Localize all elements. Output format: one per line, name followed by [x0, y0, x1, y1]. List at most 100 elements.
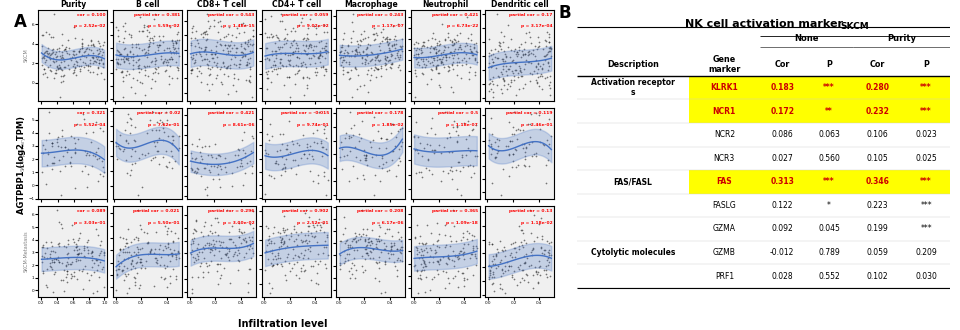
Point: [43, 57, 59, 62]
Point: [121, 71, 136, 76]
Point: [516, 268, 531, 273]
Point: [319, 266, 334, 271]
Point: [130, 53, 145, 58]
Point: [116, 256, 132, 262]
Point: [508, 239, 523, 244]
Point: [384, 157, 399, 163]
Point: [506, 276, 521, 281]
Point: [71, 268, 86, 273]
Point: [516, 46, 532, 51]
Point: [348, 234, 364, 239]
Point: [68, 58, 84, 64]
Point: [317, 66, 332, 72]
Point: [527, 44, 542, 49]
Point: [120, 256, 135, 261]
Point: [231, 235, 247, 240]
Point: [162, 246, 178, 251]
Point: [340, 43, 355, 48]
Point: [357, 57, 372, 62]
Point: [68, 245, 84, 250]
Point: [192, 149, 207, 155]
Point: [299, 64, 314, 69]
Point: [119, 56, 134, 61]
Point: [430, 258, 445, 264]
Point: [338, 60, 353, 65]
Point: [450, 59, 466, 64]
Point: [143, 246, 158, 251]
Point: [436, 269, 451, 274]
Point: [298, 48, 313, 53]
Point: [367, 64, 382, 69]
Point: [540, 60, 556, 65]
Point: [529, 271, 544, 276]
Point: [124, 116, 139, 122]
Point: [276, 238, 292, 244]
Point: [437, 52, 452, 58]
Point: [349, 248, 365, 253]
Point: [34, 253, 49, 259]
Point: [184, 56, 200, 61]
Title: B cell: B cell: [135, 0, 159, 9]
Point: [53, 222, 68, 227]
Point: [510, 126, 525, 132]
Point: [130, 77, 145, 82]
Point: [501, 152, 516, 157]
Point: [518, 271, 534, 276]
Point: [427, 248, 443, 253]
Point: [362, 58, 377, 63]
Point: [307, 70, 323, 75]
Point: [446, 53, 462, 58]
Point: [358, 36, 373, 41]
Point: [68, 72, 84, 78]
Point: [112, 61, 128, 67]
Point: [121, 56, 136, 61]
Point: [534, 72, 549, 77]
Point: [512, 244, 527, 249]
Point: [481, 262, 496, 267]
Point: [453, 249, 468, 254]
Point: [218, 51, 233, 57]
Point: [417, 65, 432, 70]
Point: [357, 256, 372, 262]
Point: [337, 136, 352, 141]
Point: [128, 90, 143, 95]
Point: [52, 259, 67, 264]
Point: [93, 239, 108, 244]
Point: [495, 64, 511, 69]
Point: [528, 151, 543, 156]
Point: [427, 147, 443, 152]
Point: [509, 127, 524, 133]
Point: [193, 51, 208, 56]
Point: [294, 251, 309, 256]
Point: [352, 42, 368, 48]
Point: [124, 258, 139, 264]
Point: [231, 227, 247, 232]
Point: [280, 52, 296, 58]
Point: [221, 42, 236, 48]
Point: [462, 43, 477, 48]
Point: [286, 238, 301, 244]
Point: [153, 56, 168, 61]
Text: cor = 0.089: cor = 0.089: [77, 209, 106, 213]
Point: [286, 50, 301, 55]
Point: [163, 148, 179, 154]
Point: [332, 49, 348, 54]
Point: [514, 275, 529, 280]
Point: [152, 33, 167, 39]
Point: [414, 277, 429, 282]
Point: [52, 53, 67, 58]
Point: [183, 54, 199, 59]
Point: [294, 155, 309, 161]
Point: [448, 167, 464, 172]
Point: [84, 249, 100, 254]
Point: [497, 290, 513, 295]
Point: [524, 140, 540, 145]
Point: [424, 277, 440, 282]
Point: [144, 157, 159, 162]
Point: [115, 74, 131, 79]
Point: [153, 37, 168, 43]
Point: [516, 141, 531, 146]
Point: [306, 224, 322, 230]
Point: [112, 52, 128, 57]
Point: [494, 56, 510, 61]
